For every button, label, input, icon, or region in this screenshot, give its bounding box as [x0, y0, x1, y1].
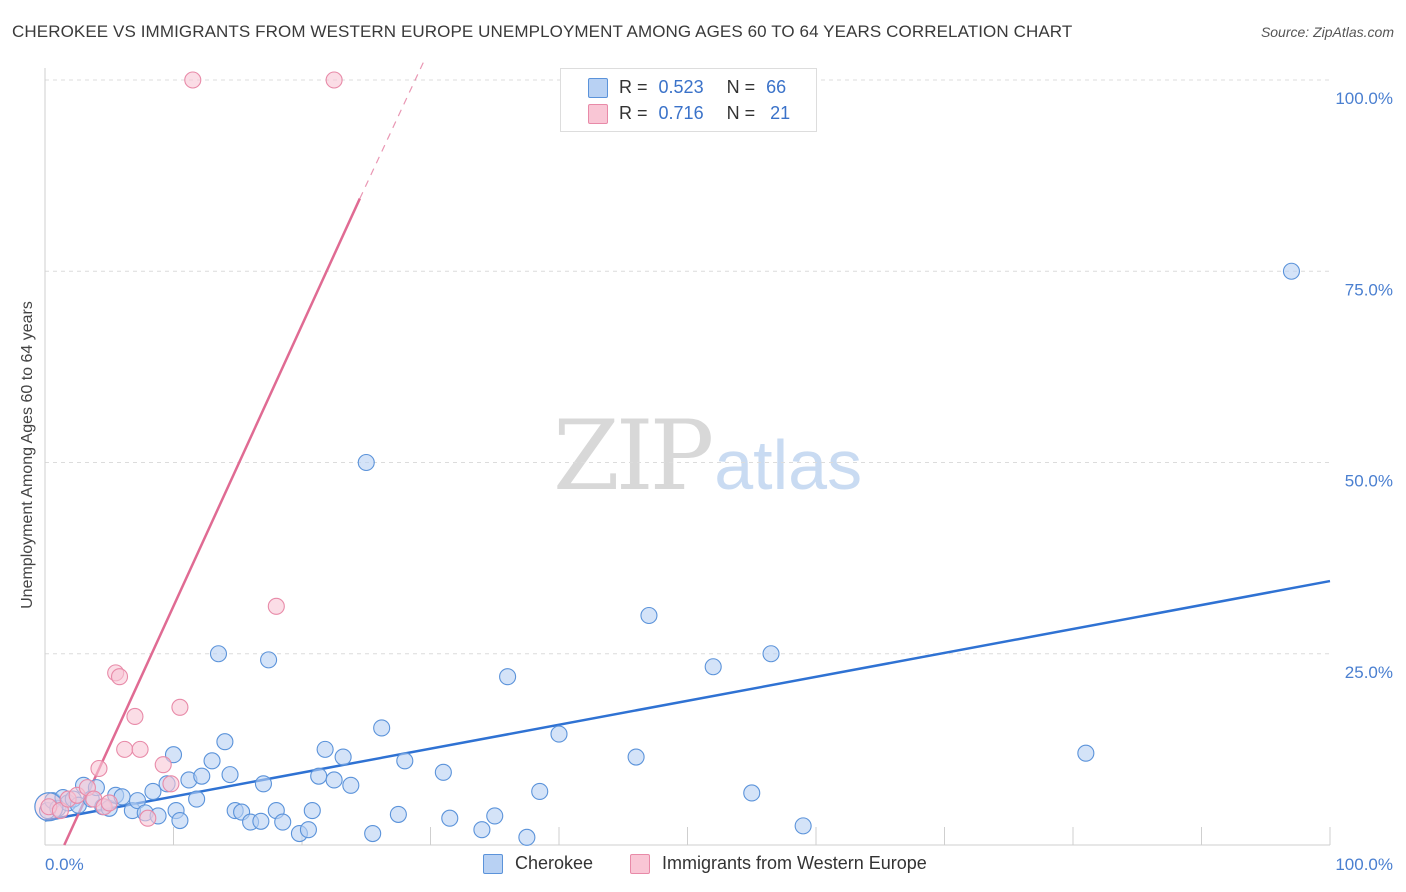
n-label: N = [726, 103, 756, 123]
cherokee-point [364, 824, 382, 843]
cherokee-point [434, 763, 452, 781]
cherokee-point [389, 805, 407, 823]
immigrants-point [267, 597, 285, 615]
cherokee-point [303, 802, 321, 820]
cherokee-point [396, 752, 414, 770]
r-label: R = [619, 77, 648, 97]
x-tick-label-end: 100.0% [1335, 855, 1393, 874]
cherokee-point [193, 767, 211, 785]
trend-lines [44, 60, 1331, 846]
cherokee-point [188, 790, 206, 808]
immigrants-trend-extension [359, 60, 425, 199]
r-label: R = [619, 103, 648, 123]
cherokee-point [171, 811, 189, 830]
cherokee-point [486, 807, 504, 825]
immigrants-swatch [588, 104, 608, 124]
cherokee-point [128, 792, 147, 810]
y-tick-label: 25.0% [1345, 663, 1393, 682]
cherokee-point [531, 782, 549, 801]
cherokee-point [310, 767, 328, 785]
x-tick-label-start: 0.0% [45, 855, 84, 874]
cherokee-point [216, 733, 234, 751]
cherokee-point [743, 784, 761, 802]
cherokee-point [473, 821, 491, 839]
cherokee-point [144, 782, 162, 801]
cherokee-point [221, 766, 239, 784]
immigrants-point [184, 71, 202, 89]
immigrants-point [325, 71, 343, 89]
cherokee-point [316, 740, 334, 758]
cherokee-point [704, 658, 722, 676]
cherokee-point [274, 813, 292, 831]
legend-cherokee-text: R = 0.523 N = 66 [619, 77, 786, 98]
cherokee-point [164, 746, 183, 764]
immigrants-point [90, 759, 108, 778]
cherokee-point [499, 668, 517, 686]
y-tick-label: 50.0% [1345, 472, 1393, 491]
tick-labels: 25.0% 50.0% 75.0% 100.0% 0.0% 100.0% [45, 89, 1393, 874]
cherokee-point [441, 809, 459, 827]
immigrants-point [116, 740, 134, 758]
immigrants-point [110, 668, 129, 686]
immigrants-point [126, 707, 144, 726]
cherokee-point [640, 606, 658, 625]
cherokee-point [627, 748, 645, 766]
watermark: ZIPatlas [553, 400, 862, 512]
r-value: 0.716 [658, 103, 704, 123]
immigrants-point [162, 775, 180, 793]
immigrants-label: Immigrants from Western Europe [662, 853, 927, 873]
cherokee-point [334, 748, 352, 766]
n-value: 21 [770, 103, 791, 123]
cherokee-swatch [483, 854, 503, 874]
cherokee-point [203, 752, 221, 770]
n-value: 66 [766, 77, 787, 97]
source-label: Source: ZipAtlas.com [1260, 24, 1394, 40]
cherokee-label: Cherokee [515, 853, 594, 873]
immigrants-point [154, 756, 172, 774]
cherokee-swatch [588, 78, 608, 98]
watermark-zip: ZIP [553, 400, 714, 512]
y-tick-label: 100.0% [1335, 89, 1393, 108]
immigrants-point [171, 698, 189, 716]
cherokee-point [357, 453, 375, 472]
cherokee-point [209, 645, 228, 663]
legend-immigrants-text: R = 0.716 N = 21 [619, 103, 790, 124]
r-value: 0.523 [658, 77, 704, 97]
cherokee-point [518, 828, 536, 846]
cherokee-point [254, 775, 273, 793]
cherokee-point [260, 651, 278, 669]
cherokee-point [794, 817, 812, 835]
cherokee-trend-line [44, 579, 1331, 822]
cherokee-point [373, 719, 391, 737]
cherokee-point [252, 812, 270, 830]
immigrants-points [40, 71, 343, 827]
immigrants-point [100, 794, 118, 812]
axes [44, 68, 1331, 846]
cherokee-point [1282, 262, 1300, 280]
cherokee-point [342, 776, 360, 794]
y-tick-label: 75.0% [1345, 280, 1393, 299]
cherokee-point [762, 645, 780, 663]
n-label: N = [726, 77, 756, 97]
grid-lines [45, 79, 1330, 655]
immigrants-swatch [630, 854, 650, 874]
immigrants-point [131, 740, 149, 758]
cherokee-point [325, 771, 343, 789]
immigrants-trend-line [63, 198, 361, 846]
cherokee-point [1077, 744, 1095, 762]
cherokee-point [550, 725, 568, 743]
stats-legend: R = 0.523 N = 66 R = 0.716 N = 21 [560, 68, 817, 132]
cherokee-point [299, 821, 317, 839]
chart-title: CHEROKEE VS IMMIGRANTS FROM WESTERN EURO… [12, 22, 1073, 41]
immigrants-point [139, 809, 157, 827]
cherokee-points [34, 262, 1300, 846]
watermark-atlas: atlas [714, 426, 863, 504]
